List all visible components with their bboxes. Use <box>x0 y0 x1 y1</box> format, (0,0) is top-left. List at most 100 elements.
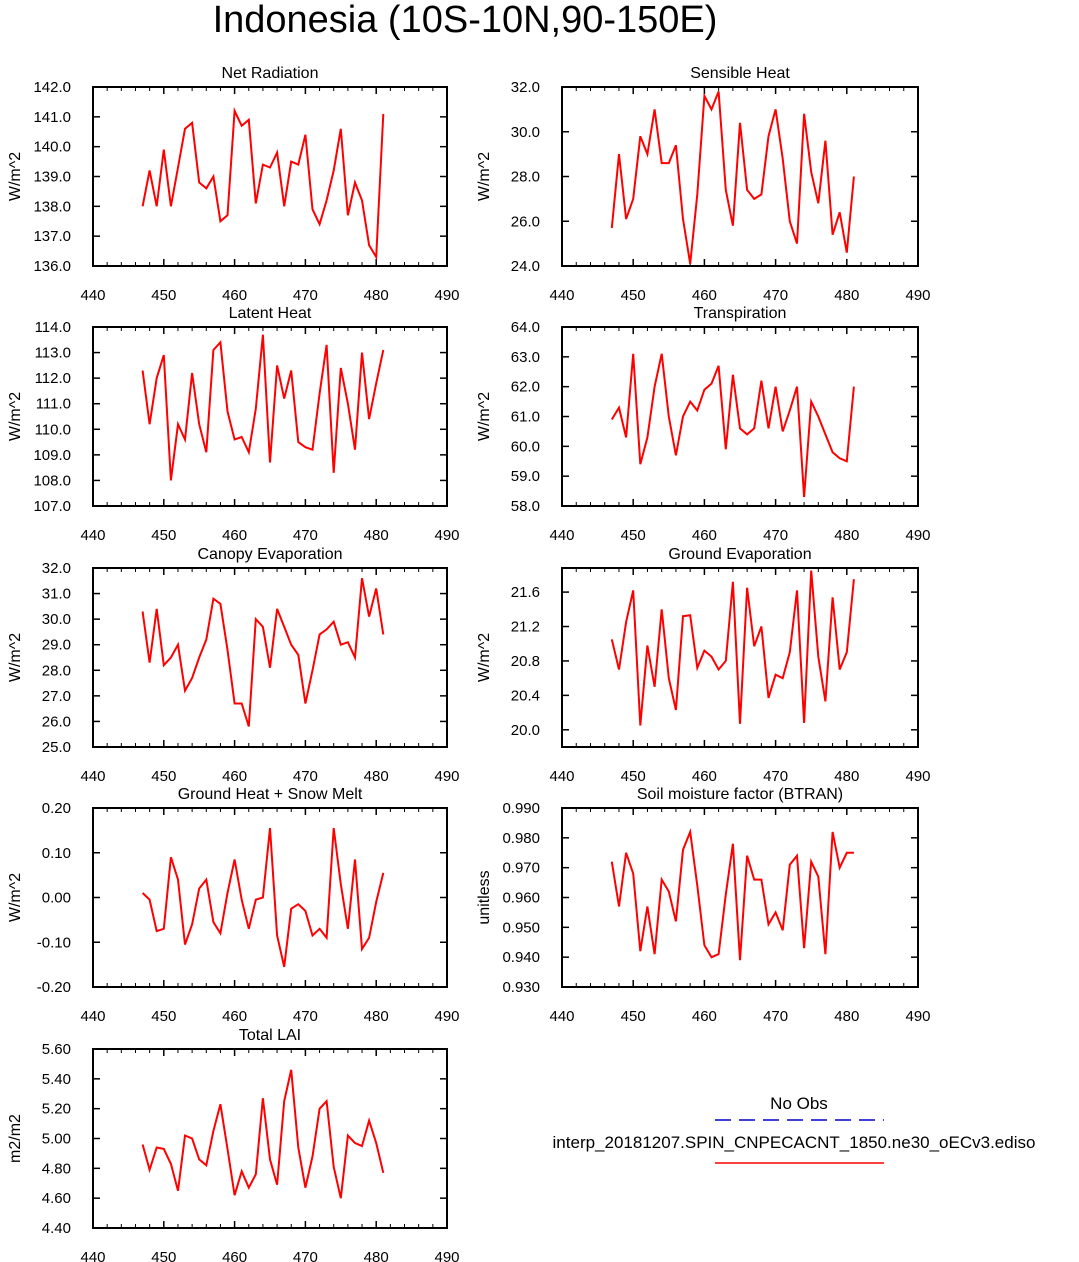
y-tick-label: 0.950 <box>502 919 540 936</box>
y-tick-label: 20.0 <box>511 722 540 739</box>
x-tick-label: 450 <box>621 287 646 304</box>
y-axis-label: W/m^2 <box>7 152 24 201</box>
series-line <box>141 578 385 727</box>
x-tick-label: 460 <box>222 287 247 304</box>
x-tick-label: 460 <box>692 527 717 544</box>
x-tick-label: 480 <box>834 768 859 785</box>
x-tick-label: 460 <box>222 768 247 785</box>
y-axis-label: W/m^2 <box>476 633 493 682</box>
y-axis-label: m2/m2 <box>7 1114 24 1163</box>
y-tick-label: 0.20 <box>42 800 71 817</box>
y-tick-label: 5.00 <box>42 1131 71 1148</box>
x-tick-label: 460 <box>692 1008 717 1025</box>
chart-panel: Total LAI m2/m2 440 450 460 470 480 490 4.40 4.60… <box>7 1027 460 1262</box>
plot-frame <box>92 567 448 748</box>
y-tick-label: 26.0 <box>511 213 540 230</box>
x-tick-label: 480 <box>364 527 389 544</box>
y-tick-label: 58.0 <box>511 498 540 515</box>
y-axis-label: W/m^2 <box>7 633 24 682</box>
x-tick-label: 470 <box>293 1249 318 1262</box>
panel-title: Net Radiation <box>222 65 319 82</box>
x-tick-label: 490 <box>905 287 930 304</box>
y-tick-label: 64.0 <box>511 319 540 336</box>
y-tick-label: 63.0 <box>511 349 540 366</box>
chart-panel: Transpiration W/m^2 440 450 460 470 480 490 58.0… <box>476 305 931 544</box>
y-tick-label: 26.0 <box>42 713 71 730</box>
x-tick-label: 470 <box>763 768 788 785</box>
y-tick-label: 21.2 <box>511 619 540 636</box>
x-tick-label: 470 <box>763 1008 788 1025</box>
y-tick-label: 20.8 <box>511 653 540 670</box>
x-tick-label: 440 <box>80 1249 105 1262</box>
x-tick-label: 450 <box>621 527 646 544</box>
x-tick-label: 460 <box>222 527 247 544</box>
y-tick-label: 28.0 <box>511 169 540 186</box>
chart-panel: Net Radiation W/m^2 440 450 460 470 480 490 136.… <box>7 65 460 304</box>
x-tick-label: 490 <box>434 1249 459 1262</box>
plot-frame <box>92 326 448 507</box>
chart-panel: Ground Heat + Snow Melt W/m^2 440 450 460 470… <box>7 786 460 1025</box>
y-tick-label: 136.0 <box>33 258 71 275</box>
y-axis-label: W/m^2 <box>476 392 493 441</box>
plot-frame <box>561 567 919 748</box>
y-tick-label: 0.00 <box>42 890 71 907</box>
series-line <box>141 334 385 481</box>
y-tick-label: 61.0 <box>511 409 540 426</box>
y-tick-label: 0.970 <box>502 860 540 877</box>
y-tick-label: 0.990 <box>502 800 540 817</box>
plot-frame <box>561 86 919 267</box>
x-tick-label: 440 <box>549 768 574 785</box>
y-tick-label: 32.0 <box>511 79 540 96</box>
series-line <box>610 353 855 498</box>
y-tick-label: 112.0 <box>35 370 71 387</box>
y-tick-label: 28.0 <box>42 662 71 679</box>
panel-title: Sensible Heat <box>690 65 790 82</box>
y-tick-label: 5.40 <box>42 1071 71 1088</box>
x-tick-label: 440 <box>549 527 574 544</box>
x-tick-label: 490 <box>434 1008 459 1025</box>
panel-title: Ground Evaporation <box>668 546 811 563</box>
chart-panel: Soil moisture factor (BTRAN) unitless 440 4… <box>476 786 931 1025</box>
x-tick-label: 440 <box>80 287 105 304</box>
x-tick-label: 460 <box>222 1249 247 1262</box>
x-tick-label: 490 <box>434 287 459 304</box>
y-tick-label: 30.0 <box>42 611 71 628</box>
y-tick-label: 31.0 <box>42 586 71 603</box>
panel-title: Total LAI <box>239 1027 301 1044</box>
x-tick-label: 480 <box>834 287 859 304</box>
x-tick-label: 490 <box>905 768 930 785</box>
plot-frame <box>92 1048 448 1229</box>
series-line <box>610 570 855 726</box>
x-tick-label: 440 <box>549 1008 574 1025</box>
x-tick-label: 490 <box>434 527 459 544</box>
x-tick-label: 480 <box>834 1008 859 1025</box>
panel-title: Canopy Evaporation <box>198 546 343 563</box>
series-line <box>141 107 385 261</box>
y-tick-label: 29.0 <box>42 637 71 654</box>
y-tick-label: 25.0 <box>42 739 71 756</box>
y-tick-label: 141.0 <box>33 109 71 126</box>
y-tick-label: -0.20 <box>37 979 71 996</box>
x-tick-label: 460 <box>692 768 717 785</box>
panels: Net Radiation W/m^2 440 450 460 470 480 490 136.… <box>7 65 931 1262</box>
y-tick-label: 138.0 <box>33 198 71 215</box>
x-tick-label: 450 <box>151 1008 176 1025</box>
y-tick-label: 0.930 <box>502 979 540 996</box>
chart-panel: Sensible Heat W/m^2 440 450 460 470 480 490 24.0… <box>476 65 931 304</box>
series-line <box>141 1069 385 1199</box>
x-tick-label: 450 <box>621 1008 646 1025</box>
chart-panel: Ground Evaporation W/m^2 440 450 460 470 480 49… <box>476 546 931 785</box>
x-tick-label: 440 <box>80 768 105 785</box>
y-tick-label: 5.60 <box>42 1041 71 1058</box>
y-tick-label: 60.0 <box>511 438 540 455</box>
y-tick-label: 0.940 <box>502 949 540 966</box>
y-tick-label: 140.0 <box>33 139 71 156</box>
y-tick-label: 107.0 <box>33 498 71 515</box>
legend-obs-label: No Obs <box>770 1094 828 1113</box>
series-line <box>610 91 855 264</box>
x-tick-label: 480 <box>834 527 859 544</box>
y-axis-label: W/m^2 <box>7 873 24 922</box>
y-tick-label: 137.0 <box>33 228 71 245</box>
x-tick-label: 440 <box>549 287 574 304</box>
